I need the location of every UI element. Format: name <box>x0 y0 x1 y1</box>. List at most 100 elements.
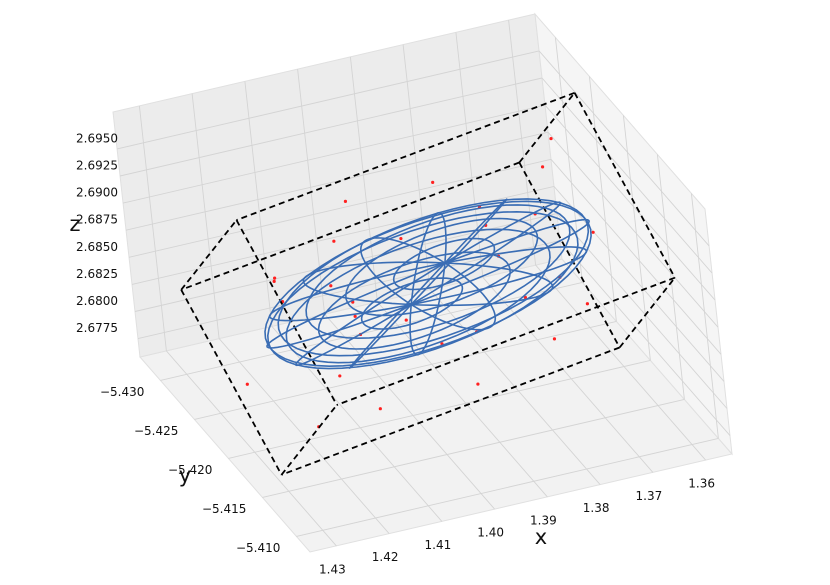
grid-line <box>559 240 731 436</box>
y-tick-label: −5.410 <box>236 541 280 555</box>
ellipsoid-parallel <box>360 277 464 330</box>
grid-line <box>622 115 651 361</box>
grid-line <box>556 213 728 409</box>
box-edge <box>236 91 575 221</box>
grid-line <box>402 44 431 290</box>
point <box>404 318 408 322</box>
grid-line <box>538 50 710 247</box>
box-edge <box>573 92 676 279</box>
grid-line <box>455 32 484 278</box>
grid-line <box>128 158 552 258</box>
z-tick-label: 2.6775 <box>76 321 118 335</box>
box-edge <box>281 346 620 476</box>
point <box>399 236 403 241</box>
x-tick-label: 1.39 <box>530 513 557 527</box>
grid-line <box>541 77 713 274</box>
grid-line <box>116 50 540 150</box>
z-tick-label: 2.6825 <box>76 267 118 281</box>
y-tick-label: −5.425 <box>134 424 178 438</box>
box-edge <box>180 161 520 291</box>
x-tick-label: 1.38 <box>583 501 610 515</box>
point <box>585 302 590 306</box>
grid-line <box>690 193 719 439</box>
grid-line <box>191 93 220 339</box>
point <box>431 180 435 184</box>
side-pane <box>534 12 733 456</box>
grid-line <box>588 76 617 322</box>
point <box>273 276 277 280</box>
y-tick-label: −5.430 <box>100 385 144 399</box>
point <box>343 199 348 204</box>
grid-line <box>119 77 543 177</box>
grid-line <box>482 277 654 473</box>
x-axis-label: x <box>535 525 547 549</box>
point <box>591 230 595 234</box>
grid-line <box>656 154 685 400</box>
panes <box>112 12 733 553</box>
grid-line <box>122 104 546 204</box>
box-edge <box>518 92 576 164</box>
ellipsoid-parallel <box>264 200 592 368</box>
x-tick-label: 1.36 <box>688 477 715 491</box>
point <box>476 382 480 386</box>
point <box>523 295 528 300</box>
grid-line <box>544 104 716 301</box>
grid-line <box>508 20 537 266</box>
ellipsoid-parallel <box>266 210 579 370</box>
z-tick-label: 2.6875 <box>76 213 118 227</box>
grid-line <box>324 313 495 510</box>
y-tick-label: −5.415 <box>202 502 246 516</box>
grid-line <box>550 159 722 355</box>
grid-line <box>218 338 390 534</box>
grid-line <box>547 131 719 328</box>
box-edge <box>618 277 676 349</box>
grid-line <box>138 105 167 351</box>
grid-line <box>166 350 337 547</box>
point <box>378 407 382 411</box>
ellipsoid-parallel <box>285 228 551 364</box>
grid-line <box>244 81 273 327</box>
box-edge <box>336 276 676 406</box>
y-tick-label: −5.420 <box>168 463 212 477</box>
point <box>329 284 333 288</box>
x-tick-label: 1.43 <box>319 562 346 576</box>
point <box>332 239 336 243</box>
ellipsoid-parallel <box>317 251 512 350</box>
box-edge <box>235 219 338 406</box>
z-tick-label: 2.6950 <box>76 131 118 145</box>
grid-line <box>125 131 549 231</box>
z-tick-label: 2.6800 <box>76 294 118 308</box>
box-edge <box>180 219 238 291</box>
point <box>549 136 553 141</box>
grid-line <box>296 437 719 537</box>
box-edge <box>518 162 621 348</box>
grid-line <box>137 240 561 340</box>
x-tick-label: 1.42 <box>372 550 399 564</box>
x-tick-label: 1.37 <box>636 489 663 503</box>
z-axis-label: z <box>69 212 80 236</box>
ellipsoid-parallel <box>392 237 496 291</box>
grid-line <box>535 264 706 461</box>
grid-line <box>553 186 725 382</box>
point <box>552 337 557 341</box>
grid-line <box>262 398 685 498</box>
x-tick-label: 1.41 <box>425 538 452 552</box>
y-axis-label: y <box>179 463 191 487</box>
point <box>353 314 357 318</box>
box-edge <box>180 289 283 476</box>
point <box>272 279 276 283</box>
grid-line <box>377 301 548 498</box>
point <box>540 165 545 169</box>
z-tick-label: 2.6850 <box>76 240 118 254</box>
x-tick-label: 1.40 <box>477 526 504 540</box>
point <box>245 382 249 386</box>
grid-line <box>228 359 651 459</box>
z-tick-label: 2.6925 <box>76 158 118 172</box>
grid-line <box>160 281 583 381</box>
point <box>338 374 342 378</box>
box-edge <box>280 404 338 476</box>
grid-line <box>194 320 617 420</box>
ellipsoid-parallel <box>305 204 571 340</box>
